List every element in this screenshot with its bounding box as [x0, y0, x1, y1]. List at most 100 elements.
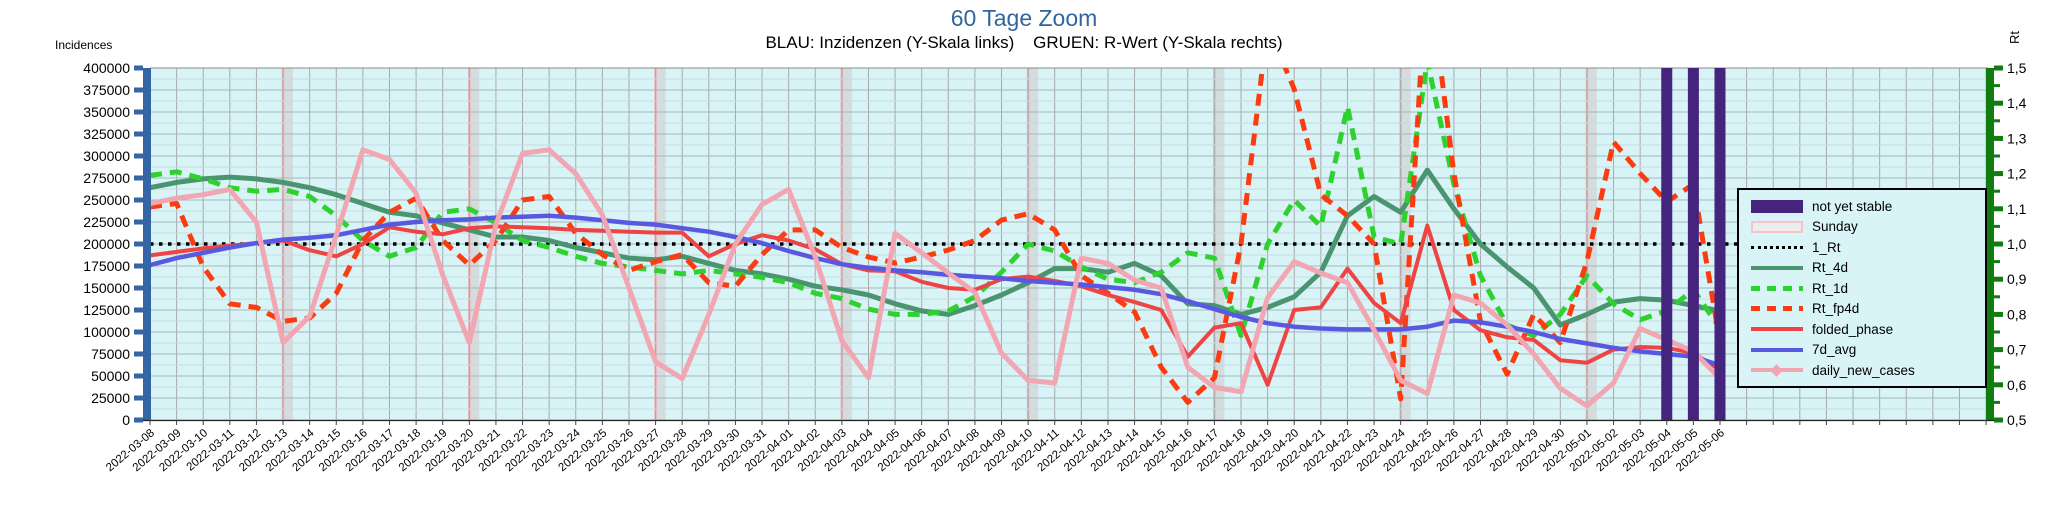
- legend-swatch: [1751, 220, 1803, 233]
- left-axis-bar: [143, 68, 151, 420]
- legend-item-label: 7d_avg: [1812, 342, 1857, 357]
- right-axis-tick: [1994, 260, 2000, 264]
- legend-swatch: [1751, 306, 1803, 311]
- series-line-Rt_fp4d: [150, 68, 1723, 405]
- left-axis-tick: [134, 241, 143, 247]
- legend-item-rt-4d: Rt_4d: [1751, 259, 1979, 277]
- right-axis-tick: [1994, 135, 2003, 141]
- chart-subtitle: BLAU: Inzidenzen (Y-Skala links) GRUEN: …: [765, 33, 1283, 52]
- legend-item-daily-new-cases: daily_new_cases: [1751, 361, 1979, 379]
- series-group: [150, 68, 1988, 409]
- left-axis-tick: [134, 263, 143, 269]
- right-axis-tick: [1994, 171, 2003, 177]
- left-axis-tick: [134, 373, 143, 379]
- right-axis-tick-label: 0,7: [2007, 342, 2027, 358]
- left-axis-tick-label: 275000: [83, 170, 130, 186]
- left-axis-tick: [134, 351, 143, 357]
- right-axis-tick: [1994, 417, 2003, 423]
- right-axis-tick-label: 1,0: [2007, 236, 2027, 252]
- x-axis: 2022-03-082022-03-092022-03-102022-03-11…: [104, 419, 1994, 474]
- not-yet-stable-band: [1687, 68, 1699, 420]
- left-axis-tick-label: 150000: [83, 280, 130, 296]
- left-axis-tick: [134, 329, 143, 335]
- legend-item-label: Rt_4d: [1812, 260, 1849, 275]
- right-axis-tick-label: 0,8: [2007, 306, 2027, 322]
- left-axis-tick: [134, 87, 143, 93]
- right-axis-tick: [1994, 65, 2003, 71]
- legend-swatch: [1751, 245, 1803, 249]
- left-axis-tick: [134, 219, 143, 225]
- legend-item-label: folded_phase: [1812, 321, 1894, 337]
- left-axis-tick: [134, 175, 143, 181]
- legend: not yet stable Sunday 1_Rt Rt_4d Rt_1d Rt_fp4…: [1737, 188, 1987, 388]
- right-axis-tick: [1994, 206, 2003, 212]
- left-axis-tick-label: 325000: [83, 126, 130, 142]
- right-axis-tick: [1994, 400, 2000, 404]
- left-axis-tick: [134, 285, 143, 291]
- right-axis-tick-label: 1,1: [2007, 201, 2027, 217]
- left-axis-tick: [134, 417, 143, 423]
- right-axis-label: Rt: [2007, 31, 2022, 44]
- right-axis-tick: [1994, 154, 2000, 158]
- legend-item-rt-fp4d: Rt_fp4d: [1751, 300, 1979, 318]
- left-axis-tick-label: 100000: [83, 324, 130, 340]
- not-yet-stable-band: [1661, 68, 1673, 420]
- right-axis-tick-label: 1,5: [2007, 60, 2027, 76]
- right-axis-tick: [1994, 189, 2000, 193]
- left-axis-tick-label: 300000: [83, 148, 130, 164]
- legend-swatch: [1751, 285, 1803, 291]
- right-axis-tick: [1994, 365, 2000, 369]
- legend-item-label: 1_Rt: [1812, 239, 1841, 255]
- left-axis-tick-label: 0: [122, 412, 130, 428]
- left-axis: 0 25000 50000 75000 100000 125000 150000 175000…: [83, 60, 151, 428]
- legend-item-rt-1d: Rt_1d: [1751, 279, 1979, 297]
- left-axis-tick-label: 175000: [83, 258, 130, 274]
- left-axis-tick: [134, 65, 143, 71]
- legend-swatch: [1751, 363, 1803, 377]
- left-axis-tick: [134, 131, 143, 137]
- legend-swatch: [1751, 347, 1803, 352]
- legend-swatch: [1751, 265, 1803, 270]
- right-axis-tick: [1994, 347, 2003, 353]
- diamond-marker-icon: [1770, 363, 1783, 377]
- legend-item-sunday: Sunday: [1751, 218, 1979, 236]
- legend-item-7d-avg: 7d_avg: [1751, 341, 1979, 359]
- legend-swatch: [1751, 199, 1803, 213]
- chart-title: 60 Tage Zoom: [950, 5, 1098, 31]
- left-axis-tick: [134, 307, 143, 313]
- left-axis-tick-label: 125000: [83, 302, 130, 318]
- left-axis-tick: [134, 395, 143, 401]
- not-yet-stable-band: [1714, 68, 1726, 420]
- left-axis-label: Incidences: [55, 38, 113, 52]
- left-axis-tick-label: 375000: [83, 82, 130, 98]
- legend-item-label: Sunday: [1812, 219, 1858, 234]
- right-axis-tick: [1994, 295, 2000, 299]
- series-line-daily_new_cases: [150, 147, 1722, 409]
- right-axis: 0,5 0,6 0,7 0,8 0,9 1,0 1,1 1,2 1,3 1,4 1,5: [1986, 60, 2027, 428]
- left-axis-tick-label: 400000: [83, 60, 130, 76]
- left-axis-tick-label: 75000: [91, 346, 130, 362]
- right-axis-tick: [1994, 119, 2000, 123]
- right-axis-tick: [1994, 382, 2003, 388]
- left-axis-tick: [134, 109, 143, 115]
- legend-item-not-yet-stable: not yet stable: [1751, 197, 1979, 215]
- right-axis-tick-label: 1,2: [2007, 166, 2027, 182]
- right-axis-tick: [1994, 84, 2000, 88]
- right-axis-tick-label: 0,5: [2007, 412, 2027, 428]
- right-axis-tick: [1994, 100, 2003, 106]
- series-line-7d_avg: [150, 213, 1721, 368]
- left-axis-tick-label: 225000: [83, 214, 130, 230]
- left-axis-tick-label: 50000: [91, 368, 130, 384]
- legend-item-label: daily_new_cases: [1812, 362, 1915, 378]
- not-yet-stable-bands: [1661, 68, 1726, 420]
- left-axis-tick-label: 25000: [91, 390, 130, 406]
- series-line-folded_phase: [150, 223, 1722, 387]
- right-axis-tick: [1994, 241, 2003, 247]
- legend-swatch: [1751, 327, 1803, 331]
- right-axis-tick: [1994, 330, 2000, 334]
- left-axis-tick: [134, 153, 143, 159]
- right-axis-tick-label: 1,4: [2007, 95, 2027, 111]
- right-axis-tick: [1994, 276, 2003, 282]
